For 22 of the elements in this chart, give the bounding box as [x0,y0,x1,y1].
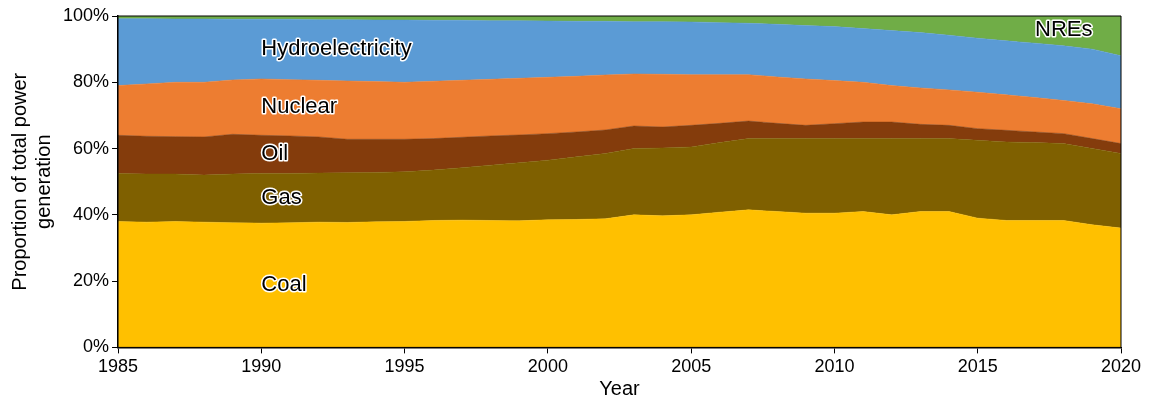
series-label: Hydroelectricity [261,35,412,61]
x-tick-label: 2010 [814,356,855,377]
x-axis-title: Year [599,376,641,399]
y-tick-label: 100% [62,4,110,25]
y-axis-title: Proportion of total power generation [7,72,54,291]
series-label: Oil [261,140,289,166]
y-tick-label: 40% [73,203,110,224]
y-tick-label: 20% [73,270,110,291]
series-label: NREs [1035,15,1093,41]
series-label: Nuclear [261,93,338,119]
x-tick-label: 2005 [671,356,712,377]
y-tick-label: 0% [83,336,110,357]
x-tick-label: 1995 [384,356,425,377]
x-tick-label: 1985 [98,356,139,377]
x-tick-label: 2020 [1100,356,1142,377]
x-tick-label: 1990 [241,356,282,377]
y-tick-label: 80% [73,71,110,92]
series-label: Coal [261,271,307,297]
series-label: Gas [261,184,302,210]
x-tick-label: 2000 [527,356,568,377]
y-tick-label: 60% [73,137,110,158]
x-tick-label: 2015 [957,356,998,377]
